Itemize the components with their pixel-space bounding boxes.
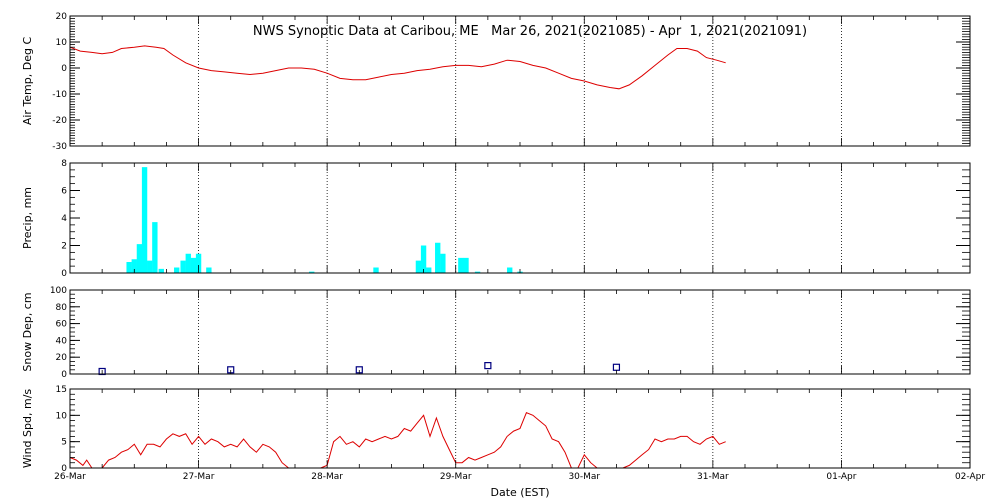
y-tick-label: 10	[56, 411, 68, 421]
precip-bar	[474, 271, 481, 273]
panel-frame	[69, 388, 971, 469]
y-tick-label: 0	[61, 64, 67, 74]
y-tick-label: -10	[52, 90, 67, 100]
air_temp-line	[69, 45, 726, 90]
precip-bar	[440, 253, 446, 273]
label-layer: -30 -20 -10 0 10 20 Air Temp, Deg C 0 2 4 6 8 Precip…	[21, 12, 985, 482]
x-tick-label: 27-Mar	[183, 472, 215, 482]
panel-frame	[69, 289, 971, 375]
y-tick-label: 0	[61, 370, 67, 380]
y-tick-label: -30	[52, 142, 67, 152]
precip-bar	[435, 242, 441, 273]
precip-bar	[152, 222, 158, 273]
precip-bar	[131, 259, 137, 273]
x-tick-label: 30-Mar	[568, 472, 600, 482]
data-layer	[69, 45, 726, 469]
x-tick-label: 01-Apr	[826, 472, 856, 482]
precip-bar	[415, 260, 422, 273]
y-tick-label: 80	[56, 303, 68, 313]
precip-bar	[463, 257, 469, 273]
precip-bar	[141, 167, 148, 273]
precip-bar	[190, 257, 197, 273]
y-tick-label: 40	[56, 336, 68, 346]
panel-frame	[69, 15, 971, 147]
y-tick-label: 20	[56, 12, 68, 22]
y-tick-label: 6	[61, 187, 67, 197]
y-axis-title: Wind Spd, m/s	[21, 389, 34, 469]
precip-bar	[458, 257, 464, 273]
x-tick-label: 28-Mar	[311, 472, 343, 482]
chart-title: NWS Synoptic Data at Caribou, ME Mar 26,…	[253, 24, 807, 39]
x-tick-label: 26-Mar	[54, 472, 86, 482]
x-tick-label: 02-Apr	[955, 472, 985, 482]
snow-depth-point	[484, 362, 492, 370]
x-tick-label: 31-Mar	[697, 472, 729, 482]
x-axis-title: Date (EST)	[490, 486, 549, 499]
wind_speed-line	[69, 412, 726, 469]
precip-bar	[195, 253, 202, 273]
y-tick-label: 15	[56, 385, 67, 395]
y-axis-title: Air Temp, Deg C	[21, 37, 34, 126]
precip-bar	[373, 267, 379, 273]
y-axis-title: Snow Dep, cm	[21, 292, 34, 371]
y-tick-label: 100	[50, 286, 67, 296]
y-tick-label: 0	[61, 464, 67, 474]
precip-bar	[426, 267, 432, 273]
y-tick-label: 2	[61, 242, 67, 252]
precip-bar	[174, 267, 180, 273]
panel-frame	[69, 162, 971, 274]
y-tick-label: -20	[52, 116, 67, 126]
y-axis-title: Precip, mm	[21, 187, 34, 249]
y-tick-label: 20	[56, 353, 68, 363]
precip-bar	[147, 260, 153, 273]
y-tick-label: 8	[61, 159, 67, 169]
frame-layer	[69, 15, 971, 469]
y-tick-label: 10	[56, 38, 68, 48]
y-tick-label: 0	[61, 269, 67, 279]
precip-bar	[420, 245, 427, 273]
precip-bar	[158, 268, 164, 273]
y-tick-label: 60	[56, 320, 68, 330]
precip-bar	[507, 267, 513, 273]
grid-layer	[198, 16, 842, 468]
precip-bar	[206, 267, 212, 273]
y-tick-label: 5	[61, 438, 67, 448]
precip-bar	[185, 253, 191, 273]
x-tick-label: 29-Mar	[440, 472, 472, 482]
precip-bar	[309, 271, 315, 273]
precip-bar	[180, 260, 186, 273]
y-tick-label: 4	[61, 214, 67, 224]
precip-bar	[136, 244, 143, 273]
precip-bar	[126, 262, 132, 273]
snow-depth-point	[612, 363, 621, 371]
